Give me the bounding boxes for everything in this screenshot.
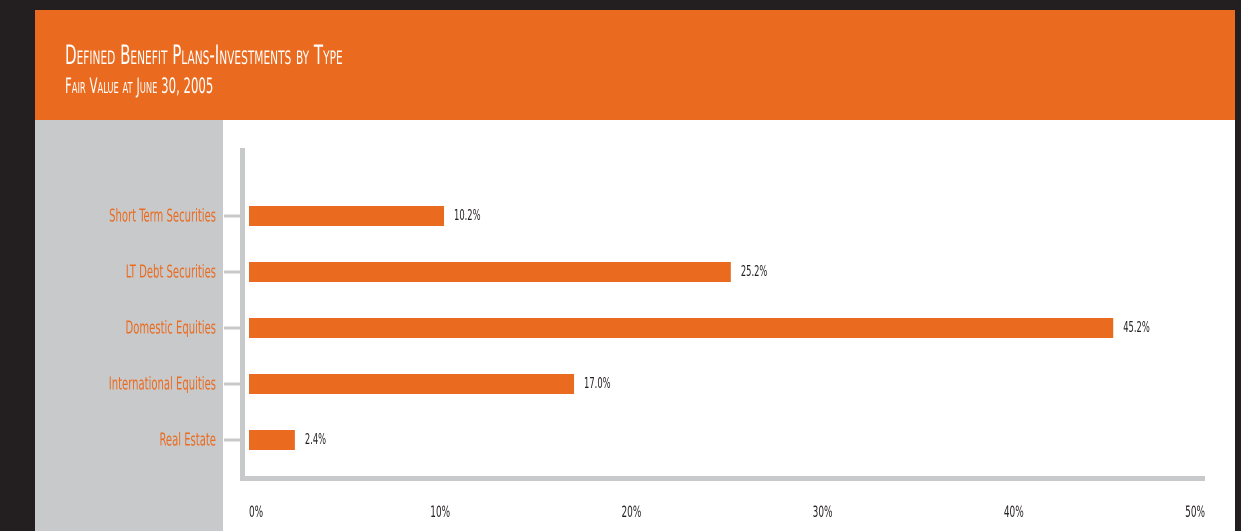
- bar: [249, 262, 731, 282]
- label-sidebar: [35, 120, 223, 531]
- y-tick-mark: [224, 214, 242, 218]
- category-label: International Equities: [109, 373, 216, 395]
- category-label: Domestic Equities: [126, 317, 216, 339]
- y-tick-mark: [224, 382, 242, 386]
- data-label: 17.0%: [584, 374, 611, 392]
- y-axis-line: [240, 148, 245, 481]
- category-label: Short Term Securities: [109, 205, 216, 227]
- data-label: 10.2%: [454, 206, 481, 224]
- y-tick-mark: [224, 438, 242, 442]
- x-tick-label: 10%: [430, 504, 450, 522]
- x-tick-label: 20%: [621, 504, 641, 522]
- x-axis-line: [240, 476, 1205, 481]
- bar: [249, 430, 295, 450]
- bar: [249, 374, 575, 394]
- y-tick-mark: [224, 326, 242, 330]
- x-tick-label: 30%: [813, 504, 833, 522]
- data-label: 25.2%: [741, 262, 768, 280]
- bar: [249, 318, 1114, 338]
- chart-header: Defined Benefit Plans-Investments by Typ…: [35, 10, 1235, 120]
- chart-title: Defined Benefit Plans-Investments by Typ…: [65, 40, 343, 71]
- y-tick-mark: [224, 270, 242, 274]
- chart-subtitle: Fair Value at June 30, 2005: [65, 74, 214, 98]
- x-tick-label: 50%: [1185, 504, 1205, 522]
- category-label: LT Debt Securities: [126, 261, 216, 283]
- bar: [249, 206, 445, 226]
- chart-panel: Defined Benefit Plans-Investments by Typ…: [35, 10, 1235, 531]
- category-label: Real Estate: [159, 429, 216, 451]
- x-tick-label: 0%: [249, 504, 263, 522]
- data-label: 2.4%: [305, 430, 326, 448]
- x-tick-label: 40%: [1004, 504, 1024, 522]
- bar-chart: Short Term Securities 10.2% LT Debt Securi…: [109, 148, 1205, 522]
- data-label: 45.2%: [1123, 318, 1150, 336]
